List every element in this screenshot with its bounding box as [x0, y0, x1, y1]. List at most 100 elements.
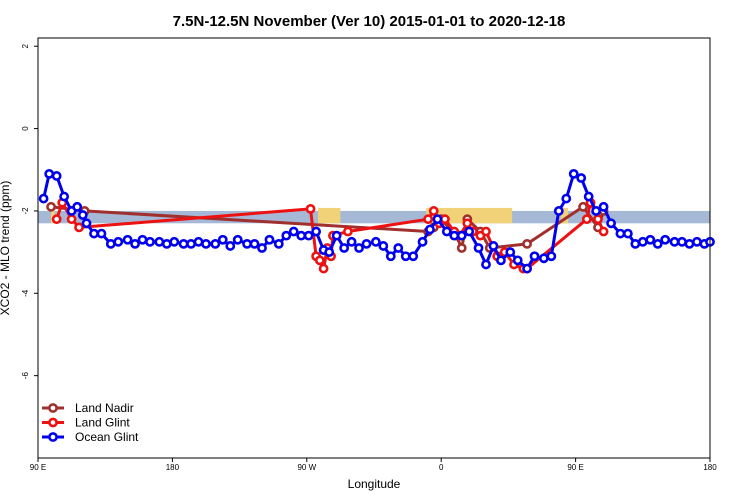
data-point: [331, 230, 342, 241]
data-point: [456, 230, 467, 241]
data-point: [193, 236, 204, 247]
data-point: [692, 236, 702, 247]
legend-item: Ocean Glint: [42, 430, 139, 444]
data-point: [652, 238, 663, 249]
data-point: [303, 230, 314, 241]
data-point: [428, 206, 439, 216]
data-point: [561, 193, 572, 204]
data-point: [354, 243, 364, 253]
data-point: [51, 214, 62, 225]
y-axis-label: XCO2 - MLO trend (ppm): [0, 181, 12, 316]
data-point: [264, 234, 275, 245]
data-point: [496, 255, 506, 266]
data-point: [296, 230, 307, 241]
data-point: [598, 201, 609, 212]
data-point: [178, 238, 189, 249]
data-point: [201, 238, 211, 249]
x-tick-label: 0: [439, 463, 444, 472]
data-point: [257, 243, 267, 253]
data-point: [273, 238, 284, 249]
data-point: [145, 236, 155, 247]
data-point: [425, 224, 435, 235]
data-point: [615, 228, 626, 239]
data-point: [481, 259, 491, 270]
data-point: [393, 243, 404, 253]
legend-marker: [48, 417, 58, 428]
data-point: [583, 191, 594, 202]
y-tick-label: -6: [21, 372, 30, 380]
x-axis: 90 E 180 90 W 0 90 E 180: [30, 458, 717, 472]
data-point: [161, 238, 172, 249]
data-point: [154, 236, 165, 247]
legend-label: Ocean Glint: [75, 430, 139, 444]
reference-band: [38, 210, 710, 224]
data-point: [122, 234, 133, 245]
data-point: [456, 243, 467, 253]
x-axis-label: Longitude: [348, 477, 401, 491]
data-point: [581, 214, 592, 225]
data-point: [591, 206, 602, 216]
data-point: [311, 226, 322, 237]
data-point: [660, 234, 671, 245]
data-point: [314, 255, 325, 266]
y-tick-label: 2: [21, 43, 30, 48]
data-point: [449, 230, 460, 241]
data-point: [598, 226, 609, 237]
data-point: [242, 238, 252, 249]
data-point: [288, 226, 299, 237]
data-point: [38, 193, 49, 204]
data-point: [441, 226, 452, 237]
data-point: [46, 201, 56, 212]
data-point: [481, 226, 491, 237]
legend-item: Land Glint: [42, 416, 130, 430]
data-point: [684, 238, 695, 249]
legend-marker: [48, 432, 58, 442]
data-point: [77, 210, 88, 220]
data-point: [553, 206, 564, 216]
data-point: [576, 173, 587, 183]
data-point: [186, 238, 196, 249]
data-point: [464, 226, 475, 237]
data-point: [423, 214, 434, 225]
data-point: [568, 168, 579, 179]
data-point: [137, 234, 148, 245]
data-point: [538, 253, 549, 264]
data-point: [89, 228, 99, 239]
data-point: [210, 238, 221, 249]
legend-label: Land Glint: [75, 416, 130, 430]
data-point: [505, 247, 516, 258]
data-point: [169, 236, 180, 247]
y-tick-label: 0: [21, 126, 30, 131]
data-point: [370, 236, 381, 247]
data-point: [342, 226, 353, 237]
data-point: [546, 251, 557, 262]
data-point: [522, 238, 532, 249]
data-point: [361, 238, 372, 249]
y-axis: 2 0 -2 -4 -6: [21, 43, 38, 379]
data-point: [324, 247, 335, 258]
data-point: [578, 201, 588, 212]
data-point: [637, 236, 648, 247]
x-tick-label: 90 E: [567, 463, 583, 472]
data-point: [105, 238, 116, 249]
data-point: [59, 191, 70, 202]
legend-label: Land Nadir: [75, 401, 134, 415]
data-point: [630, 238, 641, 249]
plot-frame: [37, 37, 711, 459]
data-point: [72, 201, 83, 212]
data-point: [225, 241, 236, 251]
data-point: [522, 263, 532, 274]
data-point: [249, 238, 260, 249]
x-tick-label: 180: [166, 463, 180, 472]
y-tick-label: -2: [21, 207, 30, 215]
data-point: [113, 236, 124, 247]
data-point: [645, 234, 656, 245]
data-point: [462, 218, 473, 229]
land-patch: [560, 207, 569, 224]
legend-item: Land Nadir: [42, 401, 134, 415]
data-point: [74, 222, 84, 233]
data-point: [593, 214, 603, 225]
data-point: [440, 214, 450, 225]
